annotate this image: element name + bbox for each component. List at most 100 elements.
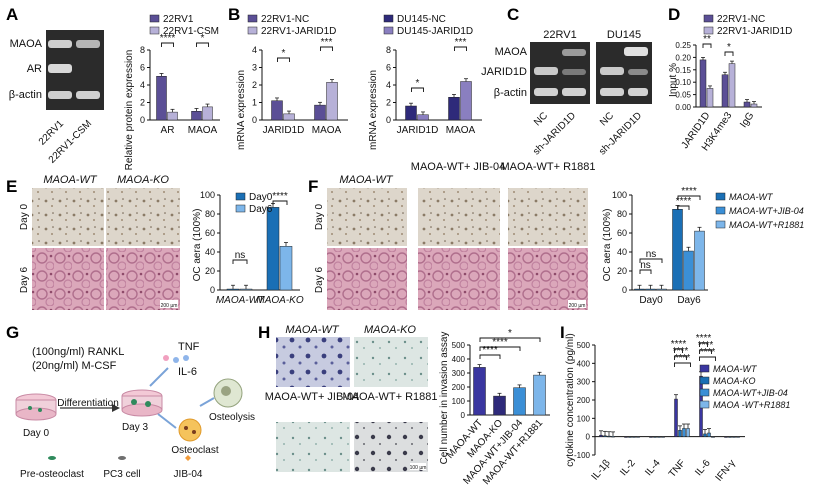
significance-bracket [320,46,333,51]
data-bar [678,430,682,437]
y-tick-label: 80 [205,209,215,219]
legend-label: 22RV1-JARID1D [717,26,792,37]
y-tick-label: 1 [252,98,257,108]
legend-swatch [383,14,394,23]
panel-label-h: H [258,323,270,342]
legend-label: MAOA-WT [729,192,774,202]
reagent-line: (100ng/ml) RANKL [32,346,124,358]
data-bar [728,63,736,108]
process-arrow [112,404,120,412]
significance-bracket [232,259,248,264]
data-bar [736,436,740,438]
x-tick-label: TNF [667,458,688,480]
legend-swatch [235,204,246,213]
pre-osteoclast-icon [48,456,56,460]
data-bar [599,434,603,437]
image-row-label: Day 0 [19,204,30,231]
legend-label: MAOA-WT [713,364,758,374]
y-tick-label: 0.20 [675,53,691,62]
y-tick-label: 2 [252,80,257,90]
y-tick-label: 20 [205,266,215,276]
image-column-title: MAOA-WT+ JIB-04 [411,161,505,173]
blot-band [534,67,558,75]
data-bar [156,76,167,121]
significance-bracket [479,354,501,359]
legend-swatch [383,26,394,35]
data-bar [283,113,295,121]
x-tick-label: MAOA-KO [256,295,303,306]
data-bar [202,106,213,121]
data-bar [732,436,736,438]
significance-bracket [674,348,683,353]
data-bar [743,101,751,108]
cytokine-label: TNF [178,341,200,353]
y-axis-label: cytokine concentration (pg/ml) [565,333,576,466]
blot-band [624,47,648,56]
y-tick-label: 60 [617,228,627,238]
legend-swatch [703,26,714,35]
data-bar [661,436,665,438]
legend-swatch [247,26,258,35]
y-tick-label: 100 [612,190,627,200]
legend-swatch [715,220,726,229]
significance-bracket [677,205,690,210]
data-bar [448,97,460,121]
y-axis-label: Cell number in invasion assay [439,332,450,465]
significance-bracket [702,43,712,48]
panel-a-blot: MAOA AR β-actin 22RV1 22RV1-CSM [9,30,104,166]
significance-label: *** [321,37,333,48]
significance-bracket [699,356,716,361]
significance-bracket [639,269,652,274]
y-tick-label: 3 [252,63,257,73]
significance-bracket [699,342,708,347]
y-tick-label: 4 [140,80,145,90]
significance-label: **** [160,33,176,44]
blot-band [76,40,100,48]
data-bar [711,436,715,438]
legend-label: DU145-NC [397,14,446,25]
culture-dish [15,407,57,421]
x-tick-label: IL-4 [643,458,663,479]
significance-bracket [411,87,424,92]
data-bar [649,436,653,438]
data-bar [750,103,758,108]
x-tick-label: MAOA-WT [216,295,265,306]
y-tick-label: 6 [140,63,145,73]
scale-bar-label: 200 µm [569,303,586,309]
cytokine-dot [163,355,169,361]
data-bar [533,374,546,416]
significance-label: ** [703,34,711,45]
panel-f-chart: 0 20 40 60 80 100 Day0 Day6 MAOA-WT MAOA-WT+JIB-0… [612,186,804,306]
blot-band [534,88,558,96]
legend-swatch [715,192,726,201]
data-bar [473,367,486,416]
significance-bracket [277,57,290,62]
data-bar [724,436,728,438]
micrograph [508,188,588,246]
panel-label-d: D [668,5,680,24]
y-tick-label: 200 [452,383,466,392]
data-bar [682,428,686,437]
significance-label: **** [676,196,692,207]
cell-dot [145,401,151,407]
panel-c-blot: 22RV1 DU145 MAOA JARID1D β-actin NC sh-J… [481,29,652,157]
data-bar [703,433,707,437]
significance-label: **** [698,340,714,351]
y-tick-label: 40 [617,247,627,257]
legend-swatch [699,364,710,373]
cell-dot [28,406,32,410]
micrograph [508,248,588,310]
significance-bracket [479,346,521,351]
blot-band [628,69,648,75]
significance-label: ns [640,260,651,271]
x-tick-label: Day0 [639,295,663,306]
legend-swatch [699,400,710,409]
y-tick-label: 0 [586,433,591,442]
data-bar [271,100,283,121]
data-bar [636,436,640,438]
arrow-shape [199,397,215,407]
data-bar [683,250,694,291]
image-row-label: Day 0 [314,204,325,231]
panel-g-schematic: (100ng/ml) RANKL (20ng/ml) M-CSF TNF IL-… [15,341,255,480]
